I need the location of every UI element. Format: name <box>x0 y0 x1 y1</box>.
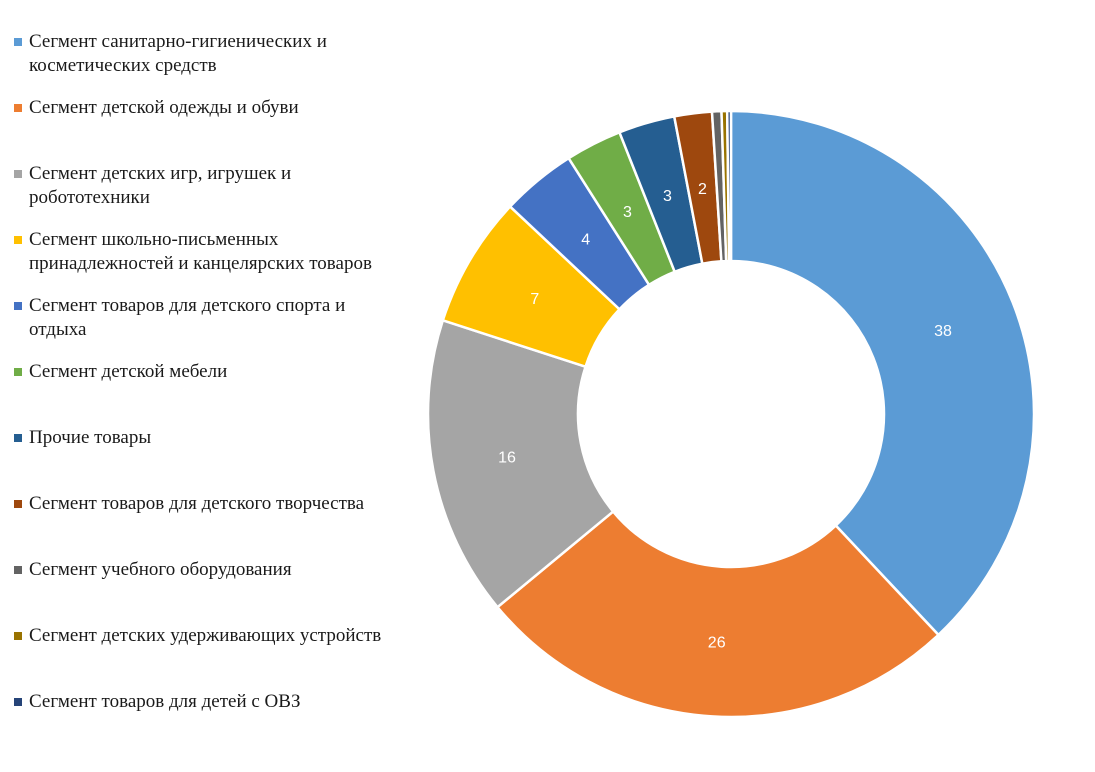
legend-label: Сегмент учебного оборудования <box>29 558 424 582</box>
legend-label-line: Сегмент товаров для детского творчества <box>29 493 365 514</box>
legend-label-line: Сегмент учебного оборудования <box>29 559 292 580</box>
legend-label-line: Сегмент детской мебели <box>29 361 228 382</box>
donut-slice <box>729 109 1036 637</box>
legend-label-line: Сегмент санитарно-гигиенических и <box>29 31 327 52</box>
legend-swatch <box>14 104 22 112</box>
slice-data-label: 16 <box>498 450 516 467</box>
legend-label: Сегмент детской одежды и обуви <box>29 96 424 120</box>
legend-label-line: косметических средств <box>29 55 217 76</box>
legend-label: Сегмент детских удерживающих устройств <box>29 624 424 648</box>
legend-swatch <box>14 38 22 46</box>
legend-swatch <box>14 434 22 442</box>
legend-label-line: робототехники <box>29 187 150 208</box>
legend-label: Сегмент детской мебели <box>29 360 424 384</box>
slice-data-label: 38 <box>934 323 952 340</box>
legend-label: Сегмент детских игр, игрушек и робототехн… <box>29 162 424 210</box>
legend-label: Сегмент товаров для детей с ОВЗ <box>29 690 424 714</box>
legend-swatch <box>14 302 22 310</box>
slice-data-label: 3 <box>623 204 632 221</box>
slice-data-label: 7 <box>530 291 539 308</box>
legend-label-line: отдыха <box>29 319 87 340</box>
legend-label-line: Сегмент товаров для детского спорта и <box>29 295 346 316</box>
legend-label: Прочие товары <box>29 426 424 450</box>
legend-swatch <box>14 632 22 640</box>
legend-label-line: Сегмент детских игр, игрушек и <box>29 163 292 184</box>
legend-label-line: принадлежностей и канцелярских товаров <box>29 253 372 274</box>
slice-data-label: 3 <box>663 188 672 205</box>
slice-data-label: 4 <box>581 231 590 248</box>
legend-swatch <box>14 698 22 706</box>
legend-swatch <box>14 236 22 244</box>
chart-legend: Сегмент санитарно-гигиенических и космети… <box>14 30 424 730</box>
legend-label: Сегмент товаров для детского спорта и отд… <box>29 294 424 342</box>
legend-swatch <box>14 368 22 376</box>
legend-label-line: Сегмент товаров для детей с ОВЗ <box>29 691 301 712</box>
legend-label-line: Сегмент школьно-письменных <box>29 229 279 250</box>
legend-label: Сегмент школьно-письменных принадлежносте… <box>29 228 424 276</box>
slice-data-label: 26 <box>708 635 726 652</box>
legend-label: Сегмент товаров для детского творчества <box>29 492 424 516</box>
donut-slice <box>725 109 733 263</box>
legend-label: Сегмент санитарно-гигиенических и космети… <box>29 30 424 78</box>
legend-label-line: Сегмент детской одежды и обуви <box>29 97 299 118</box>
legend-label-line: Прочие товары <box>29 427 152 448</box>
legend-swatch <box>14 170 22 178</box>
donut-slice <box>495 509 941 719</box>
slice-data-label: 2 <box>698 181 707 198</box>
legend-swatch <box>14 500 22 508</box>
legend-label-line: Сегмент детских удерживающих устройств <box>29 625 382 646</box>
legend-swatch <box>14 566 22 574</box>
donut-slice <box>426 318 615 609</box>
